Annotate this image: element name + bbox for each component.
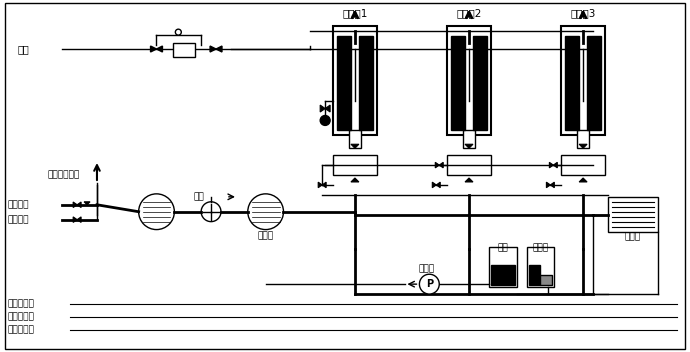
Circle shape [248,194,284,230]
Text: 储槽: 储槽 [497,243,508,252]
Polygon shape [318,182,322,188]
Text: 溶剂回收液: 溶剂回收液 [8,300,34,308]
Circle shape [201,202,221,222]
Bar [173,43,195,57]
Polygon shape [210,46,216,52]
Text: 吸附器1: 吸附器1 [342,8,368,18]
Bar [333,26,377,135]
Text: 冷却水回水: 冷却水回水 [8,325,34,334]
Circle shape [420,274,440,294]
Bar [337,36,351,130]
Polygon shape [77,217,81,222]
Text: 冷凝器: 冷凝器 [624,232,641,241]
Text: 吸附器3: 吸附器3 [571,8,595,18]
Text: 高温尾气: 高温尾气 [8,200,29,209]
Text: 空气: 空气 [193,192,204,201]
Polygon shape [322,182,326,188]
Bar [359,36,373,130]
Polygon shape [73,217,77,222]
Bar [540,275,553,285]
Text: P: P [426,279,433,289]
Polygon shape [465,178,473,182]
Polygon shape [216,46,222,52]
Polygon shape [579,144,587,148]
Polygon shape [157,46,162,52]
Polygon shape [553,162,558,168]
Polygon shape [551,182,554,188]
Bar [565,36,579,130]
Polygon shape [73,202,77,208]
Bar [451,36,465,130]
Polygon shape [435,162,440,168]
Bar [587,36,601,130]
Circle shape [320,115,330,125]
Bar [463,130,475,148]
Bar [349,130,361,148]
Text: 冷却器: 冷却器 [257,231,274,240]
Bar [447,26,491,135]
Bar [491,265,515,285]
Polygon shape [84,202,90,205]
Polygon shape [351,178,359,182]
Polygon shape [465,144,473,148]
Polygon shape [579,178,587,182]
Polygon shape [320,105,325,112]
Polygon shape [351,144,359,148]
Text: 低温尾气: 低温尾气 [8,215,29,224]
Circle shape [139,194,175,230]
Bar [473,36,487,130]
Polygon shape [325,105,330,112]
Bar [447,155,491,175]
Bar [529,265,540,285]
Polygon shape [433,182,436,188]
Polygon shape [150,46,157,52]
Bar [608,197,658,232]
Text: 事故尾气排放: 事故尾气排放 [48,170,79,180]
Text: 吸附器2: 吸附器2 [456,8,482,18]
Bar [526,247,554,287]
Text: 排液泵: 排液泵 [418,265,434,274]
Text: 分层槽: 分层槽 [533,243,549,252]
Polygon shape [440,162,443,168]
Polygon shape [77,202,81,208]
Polygon shape [546,182,551,188]
Circle shape [175,29,181,35]
Polygon shape [436,182,440,188]
Polygon shape [549,162,553,168]
Bar [561,155,605,175]
Text: 冷却水上水: 冷却水上水 [8,312,34,321]
Bar [577,130,589,148]
Bar [561,26,605,135]
Bar [333,155,377,175]
Text: 蒸汽: 蒸汽 [18,44,30,54]
Bar [489,247,517,287]
